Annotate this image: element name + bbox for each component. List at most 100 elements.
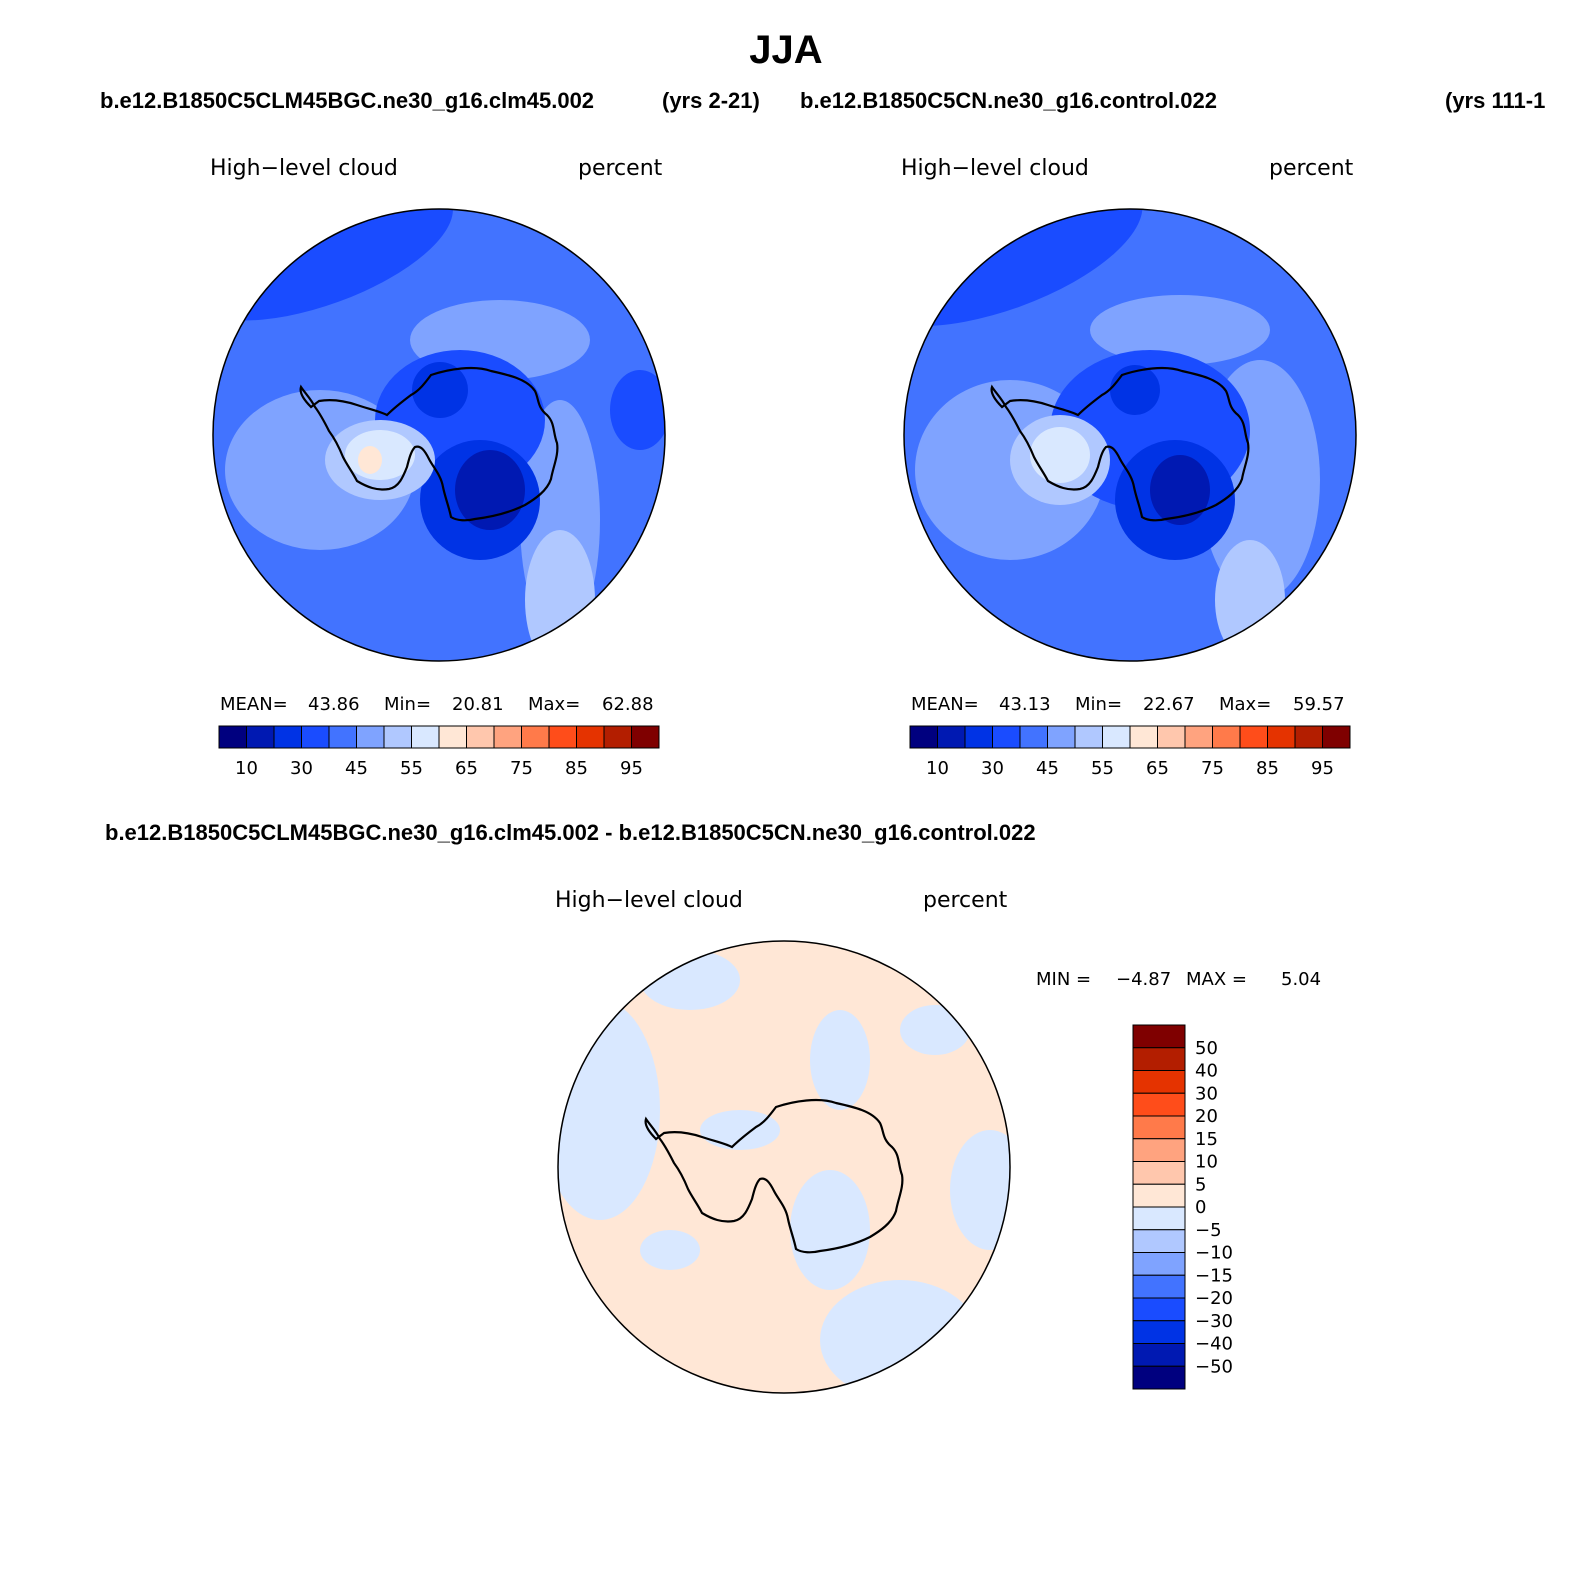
panel1-colorbar-tick-label: 10	[235, 758, 258, 779]
panel3-colorbar-tick-label: 30	[1195, 1083, 1218, 1104]
panel3-colorbar-tick-label: −40	[1195, 1334, 1233, 1355]
panel3-colorbar-swatch	[1132, 1365, 1186, 1390]
panel1-colorbar-swatch	[631, 725, 660, 749]
panel3-variable-label: High−level cloud	[555, 888, 743, 913]
case-name-top-right: b.e12.B1850C5CN.ne30_g16.control.022	[800, 88, 1217, 113]
panel3-colorbar-swatch	[1132, 1252, 1186, 1276]
panel2-colorbar-swatch	[1239, 725, 1268, 749]
panel3-colorbar-swatch	[1132, 1274, 1186, 1299]
years-top-left: (yrs 2-21)	[662, 88, 760, 113]
panel1-colorbar-tick-label: 95	[620, 758, 643, 779]
panel3-colorbar-swatch	[1132, 1070, 1186, 1094]
panel2-max-value: 59.57	[1293, 694, 1345, 715]
panel2-colorbar-swatch	[1047, 725, 1076, 749]
panel1-colorbar-tick-label: 85	[565, 758, 588, 779]
panel1-colorbar-tick-label: 55	[400, 758, 423, 779]
panel2-colorbar-swatch	[1322, 725, 1351, 749]
panel1-colorbar-swatch	[356, 725, 385, 749]
panel1-colorbar-tick-label: 65	[455, 758, 478, 779]
panel3-colorbar-swatch	[1132, 1047, 1186, 1071]
panel1-colorbar-swatch	[521, 725, 550, 749]
panel1-colorbar-swatch	[246, 725, 275, 749]
panel3-colorbar-swatch	[1132, 1229, 1186, 1253]
panel2-map	[903, 208, 1357, 662]
panel3-colorbar-swatch	[1132, 1320, 1186, 1344]
panel2-colorbar: 10 30 45 55 65 75 85 95	[909, 725, 1351, 779]
panel2-colorbar-swatch	[1267, 725, 1296, 749]
panel2-colorbar-swatch	[1102, 725, 1131, 749]
panel2-colorbar-swatch	[909, 725, 938, 749]
panel1-colorbar-swatch	[411, 725, 440, 749]
panel2-mean-label: MEAN=	[911, 694, 979, 715]
years-top-right: (yrs 111-1	[1445, 88, 1546, 113]
panel1-min-label: Min=	[384, 694, 432, 715]
panel1-colorbar-tick-label: 45	[345, 758, 368, 779]
panel2-min-value: 22.67	[1143, 694, 1195, 715]
panel3-map	[557, 940, 1011, 1394]
panel3-colorbar-swatch	[1132, 1206, 1186, 1231]
panel3-colorbar-tick-label: 15	[1195, 1129, 1218, 1150]
panel2-variable-label: High−level cloud	[901, 156, 1089, 181]
panel1-colorbar-swatch	[438, 725, 467, 749]
panel1-min-value: 20.81	[452, 694, 504, 715]
panel1-colorbar-swatch	[218, 725, 247, 749]
panel3-max-value: 5.04	[1281, 969, 1322, 990]
panel1-colorbar-swatch	[383, 725, 412, 749]
panel3-min-value: −4.87	[1116, 969, 1172, 990]
panel3-colorbar-swatch	[1132, 1092, 1186, 1117]
panel1-max-value: 62.88	[602, 694, 654, 715]
panel1-variable-label: High−level cloud	[210, 156, 398, 181]
panel2-max-label: Max=	[1219, 694, 1272, 715]
panel1-colorbar-swatch	[466, 725, 495, 749]
panel3-colorbar-tick-label: −20	[1195, 1288, 1233, 1309]
case-name-bottom: b.e12.B1850C5CLM45BGC.ne30_g16.clm45.002…	[105, 820, 1036, 845]
panel2-colorbar-swatch	[1212, 725, 1241, 749]
panel2-colorbar-swatch	[992, 725, 1021, 749]
panel3-colorbar-swatch	[1132, 1343, 1186, 1367]
panel2-colorbar-tick-label: 45	[1036, 758, 1059, 779]
panel3-colorbar-tick-label: 20	[1195, 1106, 1218, 1127]
panel1-colorbar-swatch	[603, 725, 632, 749]
panel1-max-label: Max=	[528, 694, 581, 715]
panel3-colorbar-swatch	[1132, 1161, 1186, 1185]
panel2-colorbar-swatch	[1184, 725, 1213, 749]
panel3-colorbar-tick-label: 10	[1195, 1152, 1218, 1173]
panel1-colorbar-swatch	[576, 725, 605, 749]
panel3-colorbar-swatch	[1132, 1115, 1186, 1140]
panel2-units-label: percent	[1269, 156, 1354, 181]
panel3-colorbar-tick-label: 5	[1195, 1174, 1206, 1195]
panel3-colorbar-tick-label: −5	[1195, 1220, 1222, 1241]
panel1-units-label: percent	[578, 156, 663, 181]
panel2-colorbar-swatch	[1294, 725, 1323, 749]
panel1-colorbar-tick-label: 30	[290, 758, 313, 779]
panel3-colorbar-tick-label: 50	[1195, 1038, 1218, 1059]
case-name-top-left: b.e12.B1850C5CLM45BGC.ne30_g16.clm45.002	[100, 88, 595, 113]
panel2-min-label: Min=	[1075, 694, 1123, 715]
panel3-colorbar-tick-label: 0	[1195, 1197, 1206, 1218]
panel2-colorbar-swatch	[964, 725, 993, 749]
panel3-colorbar-tick-label: −10	[1195, 1243, 1233, 1264]
panel3-colorbar-tick-label: 40	[1195, 1061, 1218, 1082]
panel3-colorbar-swatch	[1132, 1138, 1186, 1162]
panel1-colorbar-swatch	[548, 725, 577, 749]
panel2-colorbar-swatch	[937, 725, 966, 749]
panel1-map	[212, 208, 666, 662]
panel1-colorbar-swatch	[301, 725, 330, 749]
panel3-colorbar-tick-label: −30	[1195, 1311, 1233, 1332]
panel3-colorbar-tick-label: −15	[1195, 1265, 1233, 1286]
panel3-colorbar-swatch	[1132, 1297, 1186, 1322]
panel1-colorbar-swatch	[273, 725, 302, 749]
panel2-mean-value: 43.13	[999, 694, 1051, 715]
panel2-colorbar-tick-label: 75	[1201, 758, 1224, 779]
panel2-colorbar-swatch	[1019, 725, 1048, 749]
panel2-colorbar-tick-label: 95	[1311, 758, 1334, 779]
panel2-colorbar-tick-label: 55	[1091, 758, 1114, 779]
panel2-colorbar-tick-label: 85	[1256, 758, 1279, 779]
panel1-mean-label: MEAN=	[220, 694, 288, 715]
panel3-colorbar-swatch	[1132, 1183, 1186, 1208]
panel3-colorbar-tick-label: −50	[1195, 1356, 1233, 1377]
panel1-mean-value: 43.86	[308, 694, 360, 715]
panel1-colorbar-tick-label: 75	[510, 758, 533, 779]
panel1-colorbar: 10 30 45 55 65 75 85 95	[218, 725, 660, 779]
